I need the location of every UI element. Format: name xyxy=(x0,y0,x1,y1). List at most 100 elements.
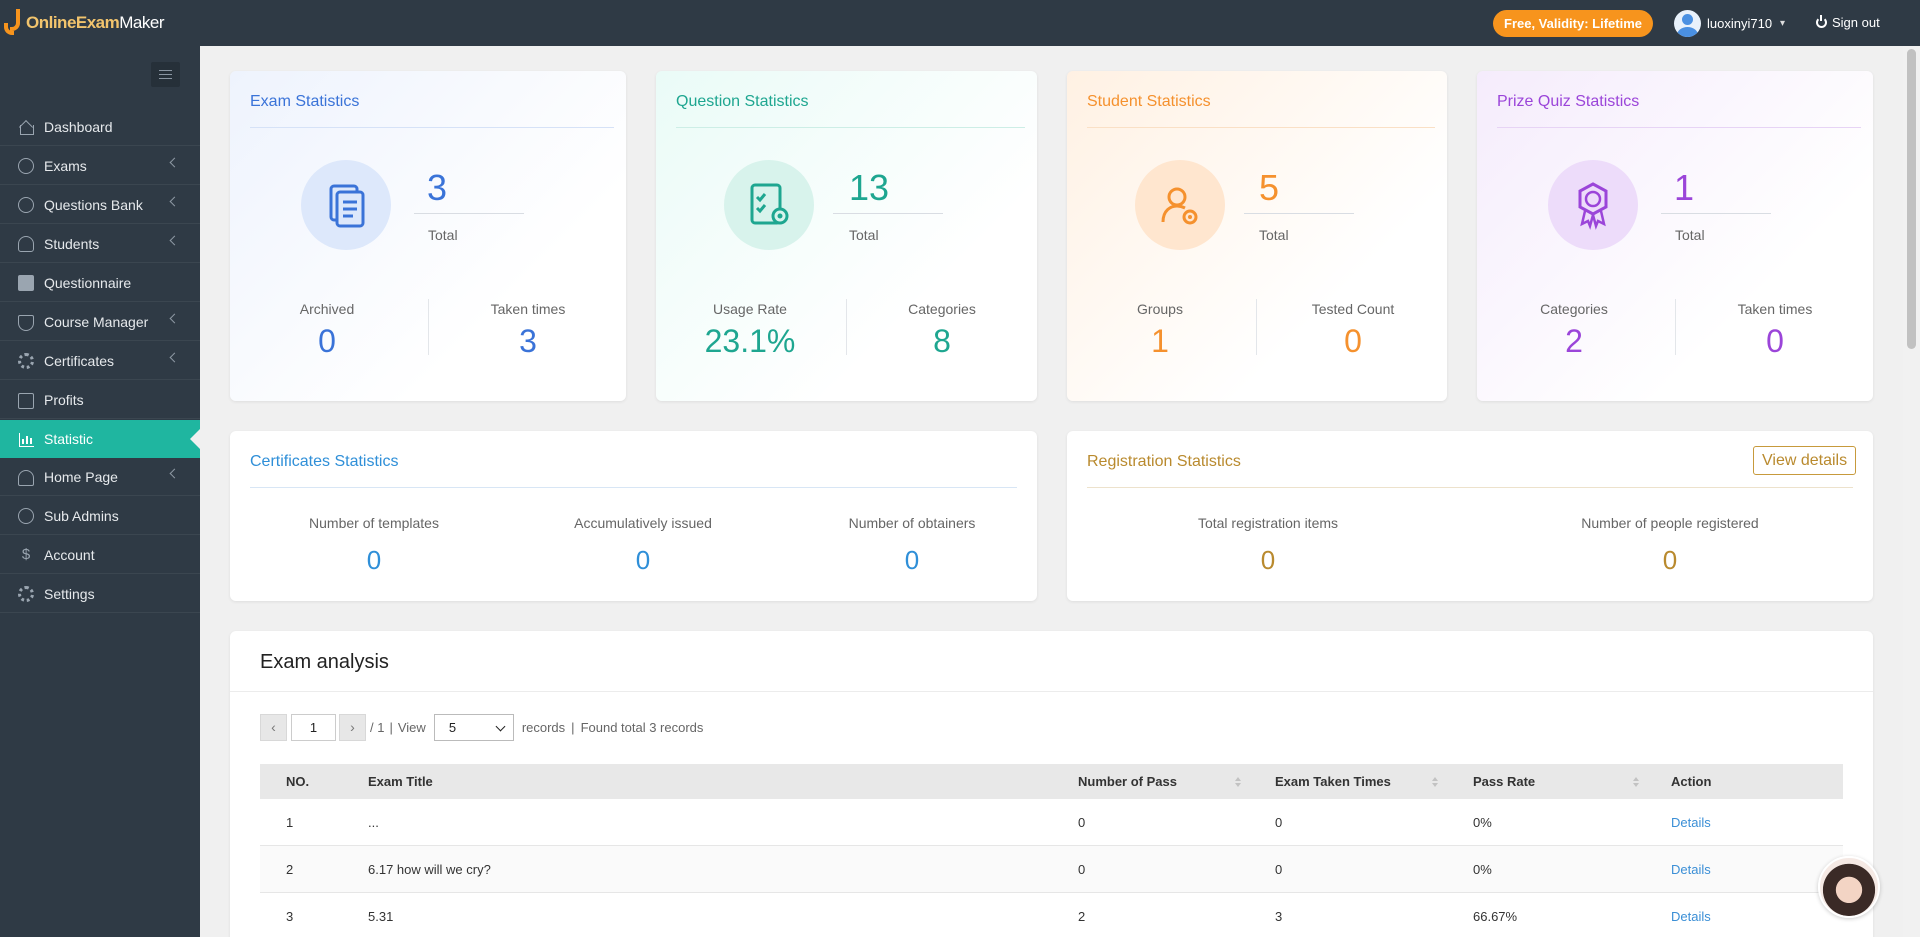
people-registered-label: Number of people registered xyxy=(1581,515,1759,531)
column-exam-title: Exam Title xyxy=(368,774,433,789)
sort-icon[interactable] xyxy=(1633,777,1639,787)
column-exam-taken-times[interactable]: Exam Taken Times xyxy=(1275,774,1391,789)
card-title: Prize Quiz Statistics xyxy=(1497,93,1640,110)
sidebar: Dashboard Exams Questions Bank Students … xyxy=(0,46,200,937)
question-total-value: 13 xyxy=(849,167,890,208)
plan-badge[interactable]: Free, Validity: Lifetime xyxy=(1493,10,1653,37)
table-row: 3 5.31 2 3 66.67% Details xyxy=(260,893,1843,937)
usage-rate-value: 23.1% xyxy=(704,323,796,359)
chevron-left-icon xyxy=(169,196,180,207)
award-badge-icon xyxy=(1548,160,1638,250)
chevron-left-icon xyxy=(169,468,180,479)
graduation-cap-icon xyxy=(18,314,34,331)
groups-label: Groups xyxy=(1137,301,1183,317)
sign-out-button[interactable]: Sign out xyxy=(1816,15,1880,30)
sort-icon[interactable] xyxy=(1432,777,1438,787)
certificates-statistics-card: Certificates Statistics Number of templa… xyxy=(230,431,1037,601)
sidebar-item-settings[interactable]: Settings xyxy=(0,575,200,613)
student-total-label: Total xyxy=(1259,227,1289,243)
exam-total-value: 3 xyxy=(427,167,448,208)
check-circle-icon xyxy=(18,157,34,174)
page-size-select[interactable]: 5 xyxy=(433,714,514,741)
sidebar-item-certificates[interactable]: Certificates xyxy=(0,342,200,380)
sidebar-item-sub-admins[interactable]: Sub Admins xyxy=(0,497,200,535)
card-title: Certificates Statistics xyxy=(250,453,399,470)
found-total-label: Found total 3 records xyxy=(580,720,704,735)
sidebar-item-statistic[interactable]: Statistic xyxy=(0,420,200,458)
sidebar-item-profits[interactable]: Profits xyxy=(0,381,200,419)
prize-total-value: 1 xyxy=(1674,167,1695,208)
archived-label: Archived xyxy=(299,301,355,317)
student-statistics-card: Student Statistics 5 Total Groups 1 Test… xyxy=(1067,71,1447,401)
card-title: Student Statistics xyxy=(1087,93,1211,110)
prize-categories-label: Categories xyxy=(1540,301,1608,317)
question-circle-icon xyxy=(18,507,34,524)
question-circle-icon xyxy=(18,196,34,213)
prize-taken-times-value: 0 xyxy=(1766,323,1784,359)
view-details-button[interactable]: View details xyxy=(1753,446,1857,475)
username: luoxinyi710 xyxy=(1707,15,1773,31)
details-link[interactable]: Details xyxy=(1671,909,1711,924)
gear-icon xyxy=(18,585,34,602)
exam-statistics-card: Exam Statistics 3 Total Archived 0 Taken… xyxy=(230,71,626,401)
details-link[interactable]: Details xyxy=(1671,862,1711,877)
logo-icon xyxy=(4,9,26,37)
categories-label: Categories xyxy=(908,301,976,317)
details-link[interactable]: Details xyxy=(1671,815,1711,830)
analysis-title: Exam analysis xyxy=(260,651,389,673)
sidebar-toggle-button[interactable] xyxy=(151,62,180,87)
student-gear-icon xyxy=(1135,160,1225,250)
exam-analysis-table: NO. Exam Title Number of Pass Exam Taken… xyxy=(260,764,1843,937)
sidebar-item-students[interactable]: Students xyxy=(0,225,200,263)
people-registered-value: 0 xyxy=(1662,545,1678,575)
power-icon xyxy=(1816,15,1827,28)
column-number-of-pass[interactable]: Number of Pass xyxy=(1078,774,1177,789)
column-pass-rate[interactable]: Pass Rate xyxy=(1473,774,1536,789)
page-number-input[interactable]: 1 xyxy=(291,714,336,741)
taken-times-value: 3 xyxy=(519,323,537,359)
registration-items-label: Total registration items xyxy=(1197,515,1339,531)
question-statistics-card: Question Statistics 13 Total Usage Rate … xyxy=(656,71,1037,401)
top-bar: OnlineExamMaker Free, Validity: Lifetime… xyxy=(0,0,1920,46)
view-label: View xyxy=(397,720,426,735)
obtainers-label: Number of obtainers xyxy=(848,515,976,531)
templates-value: 0 xyxy=(366,545,382,575)
sidebar-item-exams[interactable]: Exams xyxy=(0,147,200,185)
groups-value: 1 xyxy=(1151,323,1169,359)
column-no: NO. xyxy=(286,774,310,789)
next-page-button[interactable]: › xyxy=(339,714,366,741)
sidebar-item-home-page[interactable]: Home Page xyxy=(0,458,200,496)
prev-page-button[interactable]: ‹ xyxy=(260,714,287,741)
exam-total-label: Total xyxy=(428,227,458,243)
card-title: Question Statistics xyxy=(676,93,809,110)
scrollbar-thumb[interactable] xyxy=(1907,49,1916,349)
sort-icon[interactable] xyxy=(1235,777,1241,787)
card-title: Exam Statistics xyxy=(250,93,360,110)
categories-value: 8 xyxy=(933,323,951,359)
prize-taken-times-label: Taken times xyxy=(1737,301,1813,317)
prize-quiz-statistics-card: Prize Quiz Statistics 1 Total Categories… xyxy=(1477,71,1873,401)
page-scrollbar[interactable] xyxy=(1903,46,1920,937)
sidebar-item-course-manager[interactable]: Course Manager xyxy=(0,303,200,341)
column-action: Action xyxy=(1671,774,1712,789)
home-icon xyxy=(18,119,34,135)
dollar-icon: $ xyxy=(21,545,31,563)
chevron-left-icon xyxy=(169,313,180,324)
support-chat-avatar[interactable] xyxy=(1818,856,1880,918)
sidebar-item-questionnaire[interactable]: Questionnaire xyxy=(0,264,200,302)
taken-times-label: Taken times xyxy=(490,301,566,317)
sidebar-item-account[interactable]: $ Account xyxy=(0,536,200,574)
exam-analysis-panel: Exam analysis ‹ 1 › / 1 | View 5 records… xyxy=(230,631,1873,937)
prize-categories-value: 2 xyxy=(1565,323,1583,359)
student-total-value: 5 xyxy=(1259,167,1280,208)
sidebar-item-questions-bank[interactable]: Questions Bank xyxy=(0,186,200,224)
credit-card-icon xyxy=(18,392,34,409)
issued-label: Accumulatively issued xyxy=(574,515,712,531)
document-icon xyxy=(301,160,391,250)
table-row: 1 ... 0 0 0% Details xyxy=(260,799,1843,846)
logo[interactable]: OnlineExamMaker xyxy=(4,8,164,38)
bar-chart-icon xyxy=(18,431,34,447)
user-menu[interactable]: luoxinyi710 ▾ xyxy=(1674,9,1785,37)
checkbox-icon xyxy=(18,274,34,291)
sidebar-item-dashboard[interactable]: Dashboard xyxy=(0,108,200,146)
